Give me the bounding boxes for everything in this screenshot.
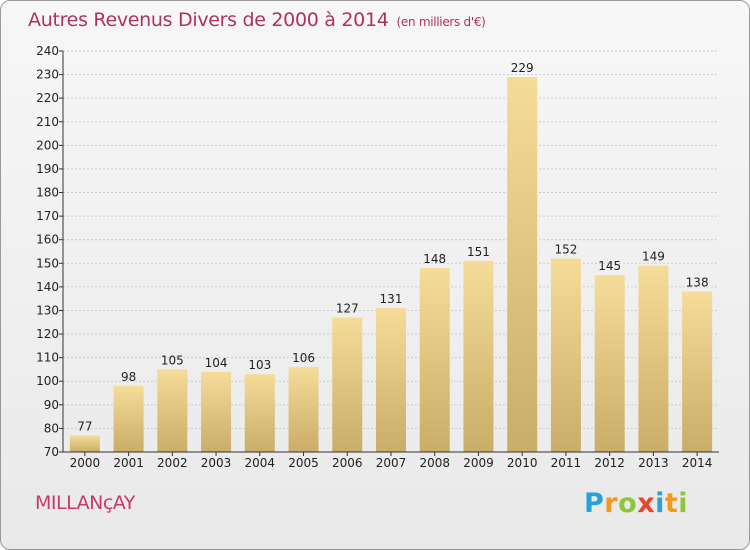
data-label: 131 (380, 292, 403, 306)
y-tick-label: 140 (36, 280, 59, 294)
x-tick-label: 2012 (594, 456, 625, 470)
y-tick-label: 190 (36, 162, 59, 176)
data-label: 105 (161, 353, 184, 367)
data-label: 145 (598, 259, 621, 273)
x-tick-label: 2002 (157, 456, 188, 470)
proxiti-logo: Proxiti (584, 488, 688, 519)
bar-2009 (463, 260, 494, 452)
bar-2004 (244, 374, 275, 452)
bar-2002 (157, 369, 188, 452)
x-tick-label: 2006 (332, 456, 363, 470)
y-tick-labels: 70 80 90 100 110 120 130 140 150 160 170 180 190 200 2… (36, 44, 59, 459)
y-tick-label: 80 (44, 421, 59, 435)
y-tick-label: 170 (36, 209, 59, 223)
y-tick-label: 130 (36, 303, 59, 317)
y-tick-label: 100 (36, 374, 59, 388)
bar-2014 (682, 291, 713, 452)
data-label: 127 (336, 302, 359, 316)
y-tick-label: 70 (44, 445, 59, 459)
x-tick-label: 2008 (419, 456, 450, 470)
x-tick-label: 2003 (201, 456, 232, 470)
bar-2001 (113, 385, 144, 452)
data-label: 106 (292, 351, 315, 365)
x-tick-label: 2011 (551, 456, 582, 470)
logo-letter: i (655, 488, 665, 519)
bar-2011 (550, 258, 581, 452)
bar-2012 (594, 275, 625, 452)
logo-letter: o (618, 488, 638, 519)
logo-letter: r (604, 488, 619, 519)
bar-2007 (376, 308, 406, 452)
bar-2000 (69, 435, 100, 452)
data-label: 152 (554, 243, 577, 257)
x-tick-label: 2014 (682, 456, 713, 470)
data-label: 77 (77, 419, 92, 433)
data-label: 229 (511, 61, 534, 75)
data-label: 104 (205, 356, 228, 370)
bar-2005 (288, 367, 319, 452)
y-tick-label: 120 (36, 327, 59, 341)
x-tick-label: 2005 (288, 456, 319, 470)
axes (59, 50, 719, 456)
bars (69, 76, 713, 453)
chart-title-unit: (en milliers d'€) (396, 15, 486, 29)
y-tick-label: 240 (36, 44, 59, 58)
bar-2013 (638, 265, 669, 452)
data-label: 151 (467, 245, 490, 259)
logo-letter: x (637, 488, 656, 519)
x-tick-label: 2000 (70, 456, 101, 470)
bar-2006 (332, 317, 363, 452)
y-tick-label: 220 (36, 91, 59, 105)
logo-letter: P (584, 488, 605, 519)
y-tick-label: 90 (44, 398, 59, 412)
data-label: 98 (121, 370, 136, 384)
x-tick-label: 2007 (376, 456, 407, 470)
y-tick-label: 230 (36, 68, 59, 82)
y-tick-label: 180 (36, 186, 59, 200)
y-tick-label: 150 (36, 256, 59, 270)
bar-2008 (419, 268, 450, 452)
x-tick-label: 2001 (113, 456, 144, 470)
commune-name: MILLANçAY (35, 492, 135, 514)
chart-title: Autres Revenus Divers de 2000 à 2014 (en … (28, 9, 486, 31)
chart-title-text: Autres Revenus Divers de 2000 à 2014 (28, 9, 389, 31)
data-label: 148 (423, 252, 446, 266)
logo-letter: i (678, 488, 689, 519)
bar-2010 (507, 76, 538, 453)
bar-2003 (201, 371, 232, 452)
y-tick-label: 160 (36, 233, 59, 247)
y-tick-label: 200 (36, 138, 59, 152)
data-label: 103 (248, 358, 271, 372)
y-tick-label: 210 (36, 115, 59, 129)
x-tick-labels: 2000 2001 2002 2003 2004 2005 2006 2007 2008 2009… (70, 456, 713, 470)
x-tick-label: 2004 (245, 456, 276, 470)
data-labels: 77 98 105 104 103 106 127 131 148 151 229 152 145 149… (77, 61, 708, 434)
logo-letter: t (664, 488, 679, 519)
data-label: 138 (686, 276, 709, 290)
x-tick-label: 2013 (638, 456, 669, 470)
x-tick-label: 2009 (463, 456, 494, 470)
data-label: 149 (642, 250, 665, 264)
x-tick-label: 2010 (507, 456, 538, 470)
y-tick-label: 110 (36, 351, 59, 365)
